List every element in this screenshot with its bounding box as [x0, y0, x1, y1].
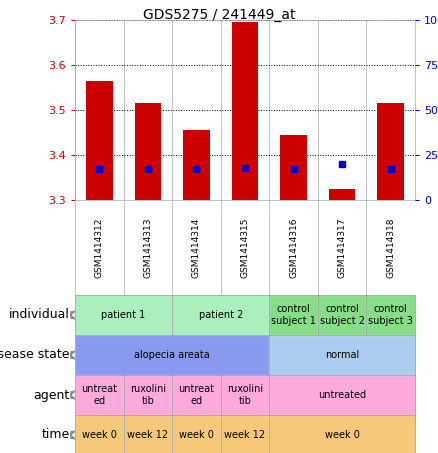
- Bar: [86, 81, 113, 200]
- Bar: [134, 103, 161, 200]
- Text: GSM1414318: GSM1414318: [386, 217, 395, 278]
- Text: individual: individual: [9, 308, 70, 322]
- Text: GSM1414316: GSM1414316: [289, 217, 298, 278]
- Text: control
subject 1: control subject 1: [271, 304, 316, 326]
- Text: ruxolini
tib: ruxolini tib: [130, 384, 166, 406]
- Text: alopecia areata: alopecia areata: [134, 350, 210, 360]
- Text: GSM1414314: GSM1414314: [192, 217, 201, 278]
- Text: GSM1414317: GSM1414317: [338, 217, 346, 278]
- Text: untreated: untreated: [318, 390, 366, 400]
- Text: week 0: week 0: [325, 430, 360, 440]
- Text: control
subject 2: control subject 2: [320, 304, 365, 326]
- Text: control
subject 3: control subject 3: [368, 304, 413, 326]
- Text: disease state: disease state: [0, 348, 70, 361]
- Text: GSM1414312: GSM1414312: [95, 217, 104, 278]
- Text: GSM1414313: GSM1414313: [143, 217, 152, 278]
- Text: week 12: week 12: [127, 430, 169, 440]
- Bar: [183, 130, 210, 200]
- Bar: [280, 135, 307, 200]
- Text: ruxolini
tib: ruxolini tib: [227, 384, 263, 406]
- Bar: [329, 189, 356, 200]
- Bar: [232, 22, 258, 200]
- Text: GDS5275 / 241449_at: GDS5275 / 241449_at: [143, 8, 295, 22]
- Text: patient 1: patient 1: [102, 310, 146, 320]
- Text: normal: normal: [325, 350, 359, 360]
- Text: patient 2: patient 2: [198, 310, 243, 320]
- Text: week 12: week 12: [224, 430, 265, 440]
- Text: agent: agent: [34, 389, 70, 401]
- Bar: [378, 103, 404, 200]
- Text: time: time: [42, 429, 70, 442]
- Text: week 0: week 0: [179, 430, 214, 440]
- Text: week 0: week 0: [82, 430, 117, 440]
- Text: untreat
ed: untreat ed: [81, 384, 117, 406]
- Text: untreat
ed: untreat ed: [178, 384, 215, 406]
- Text: GSM1414315: GSM1414315: [240, 217, 250, 278]
